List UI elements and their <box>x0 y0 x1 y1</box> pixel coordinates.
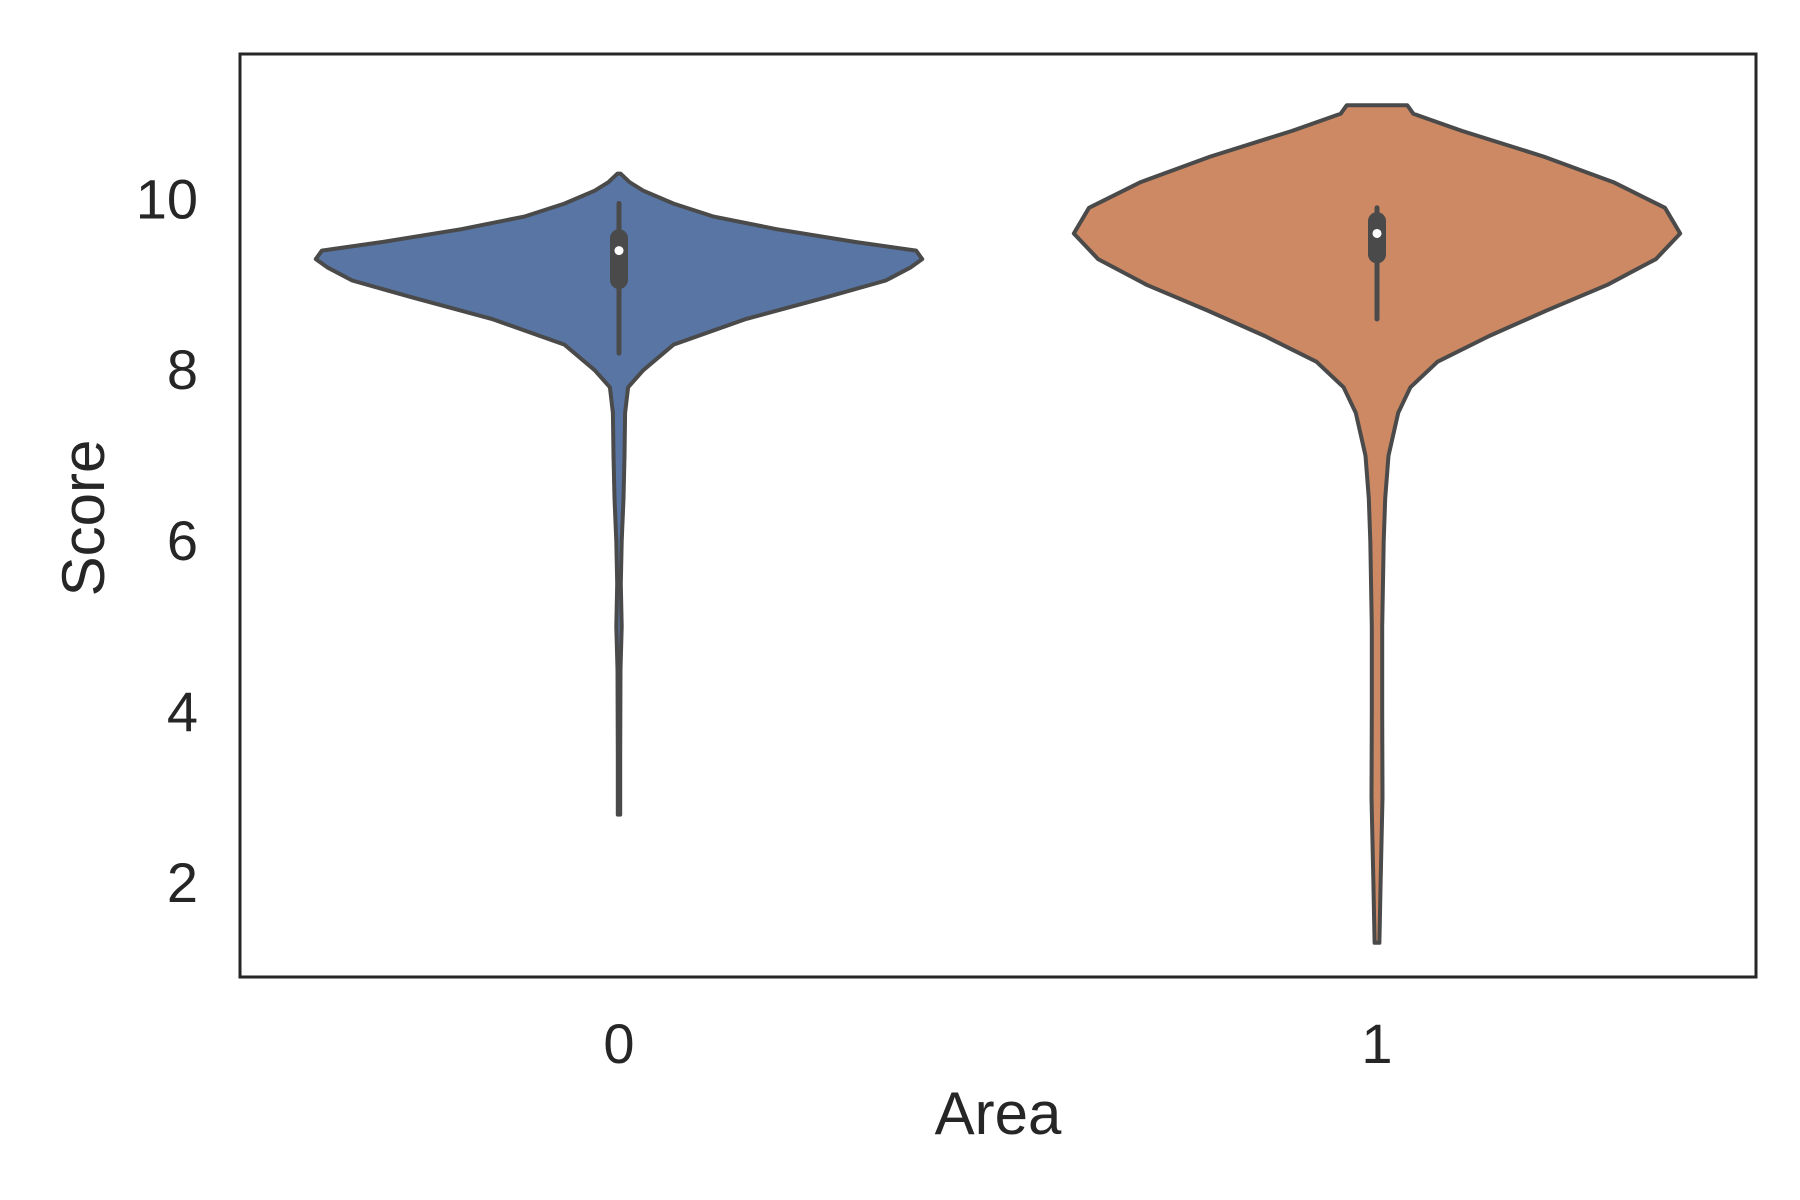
y-axis-label: Score <box>50 440 117 597</box>
y-tick-labels: 2 4 6 8 10 <box>136 167 198 914</box>
y-tick-label: 2 <box>167 851 198 914</box>
violins-layer <box>313 103 1683 945</box>
boxplot-layer <box>610 201 1386 356</box>
x-tick-label: 1 <box>1361 1012 1392 1075</box>
x-axis-label: Area <box>935 1080 1062 1147</box>
violin-1 <box>1071 103 1683 945</box>
x-tick-label: 0 <box>603 1012 634 1075</box>
y-tick-label: 6 <box>167 509 198 572</box>
median-point-0 <box>614 246 624 256</box>
iqr-box-0 <box>610 229 628 290</box>
y-tick-label: 8 <box>167 338 198 401</box>
y-tick-label: 4 <box>167 680 198 743</box>
median-point-1 <box>1372 228 1382 238</box>
plot-frame <box>238 52 1758 979</box>
y-tick-label: 10 <box>136 167 198 230</box>
violin-0 <box>313 171 925 817</box>
